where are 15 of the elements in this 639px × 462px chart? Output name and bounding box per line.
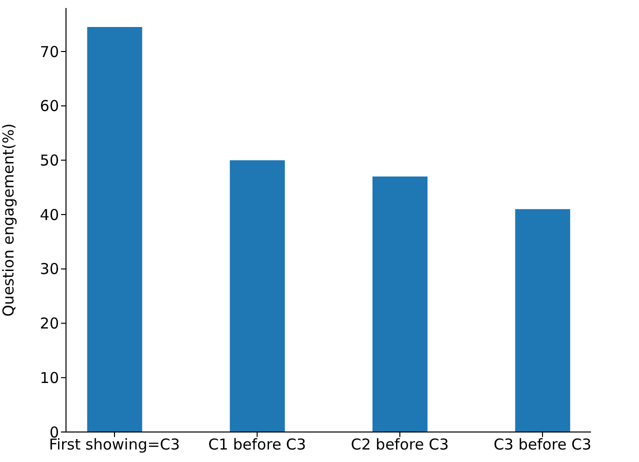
x-tick-label: C3 before C3	[494, 436, 592, 454]
bar	[372, 176, 428, 432]
bar	[515, 209, 570, 432]
bar	[230, 160, 285, 432]
y-tick-label: 50	[40, 152, 59, 170]
y-tick-label: 70	[40, 42, 59, 61]
y-axis-title: Question engagement(%)	[0, 123, 18, 317]
bar	[87, 27, 142, 432]
y-tick-label: 20	[40, 314, 59, 333]
y-tick-label: 30	[40, 260, 59, 278]
y-tick-label: 40	[40, 206, 59, 224]
y-tick-label: 60	[40, 97, 59, 116]
x-tick-label: C1 before C3	[208, 436, 306, 454]
y-tick-label: 10	[40, 368, 59, 387]
x-tick-label: C2 before C3	[350, 436, 449, 454]
